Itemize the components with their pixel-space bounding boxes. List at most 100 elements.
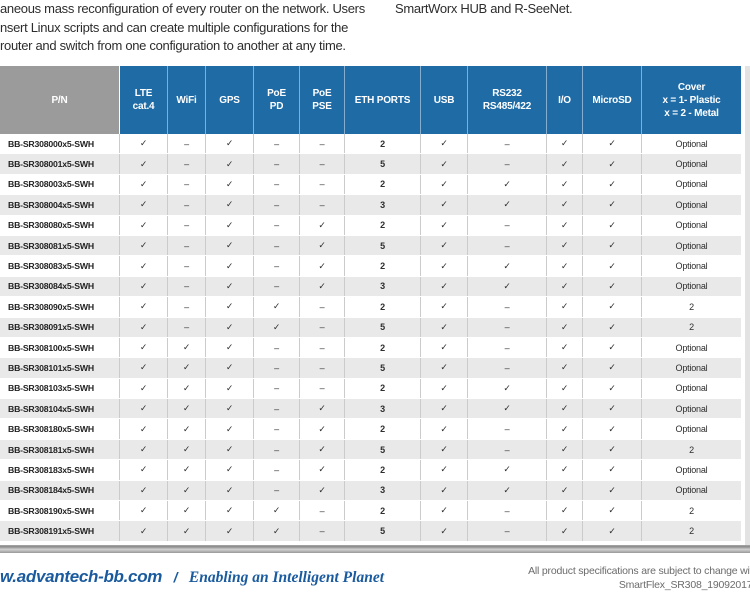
feature-cell: ✓ [421, 276, 468, 297]
feature-cell: ✓ [583, 134, 642, 154]
part-number-cell: BB-SR308080x5-SWH [0, 215, 120, 235]
feature-cell: ✓ [206, 439, 254, 460]
feature-cell: – [468, 235, 547, 256]
feature-cell: ✓ [583, 501, 642, 521]
table-row: BB-SR308100x5-SWH ✓ ✓ ✓ – –2 ✓ – ✓ ✓ Optional [0, 337, 741, 359]
feature-cell: 2 [345, 337, 421, 358]
feature-cell: Optional [675, 199, 708, 210]
feature-cell: ✓ [547, 154, 583, 174]
feature-cell: – [300, 317, 345, 337]
feature-cell: ✓ [206, 134, 254, 154]
feature-cell: ✓ [168, 419, 206, 439]
feature-cell: 2 [689, 444, 694, 455]
feature-cell: ✓ [120, 439, 168, 460]
feature-cell: 2 [345, 174, 421, 195]
feature-cell: – [468, 521, 547, 541]
feature-cell: ✓ [547, 399, 583, 419]
table-row: BB-SR308103x5-SWH ✓ ✓ ✓ – –2 ✓ ✓ ✓ ✓ Optional [0, 378, 741, 400]
feature-cell: – [254, 276, 300, 297]
feature-cell: ✓ [547, 174, 583, 195]
footer-note-line: SmartFlex_SR308_19092017d [618, 579, 750, 591]
feature-cell: ✓ [254, 521, 300, 541]
feature-cell: – [468, 419, 547, 439]
feature-cell: 5 [345, 358, 421, 378]
feature-cell: ✓ [300, 439, 345, 460]
feature-cell: Optional [675, 342, 708, 353]
feature-cell: ✓ [547, 215, 583, 235]
feature-cell: ✓ [468, 378, 547, 399]
feature-cell: – [254, 195, 300, 215]
feature-cell: ✓ [206, 235, 254, 256]
feature-cell: ✓ [254, 297, 300, 317]
feature-cell: – [300, 195, 345, 215]
feature-cell: Optional [675, 464, 708, 475]
feature-cell: ✓ [583, 276, 642, 297]
column-header-usb: USB [421, 66, 468, 134]
column-header-wifi: WiFi [168, 66, 206, 134]
feature-cell: ✓ [547, 358, 583, 378]
feature-cell: ✓ [300, 399, 345, 419]
table-row: BB-SR308091x5-SWH ✓ – ✓ ✓ –5 ✓ – ✓ ✓ 2 [0, 317, 741, 338]
feature-cell: ✓ [547, 480, 583, 501]
feature-cell: – [468, 134, 547, 154]
feature-cell: ✓ [468, 460, 547, 480]
feature-cell: ✓ [300, 215, 345, 235]
feature-cell: – [168, 317, 206, 337]
feature-cell: – [254, 480, 300, 501]
feature-cell: 2 [689, 505, 694, 516]
column-header-io: I/O [547, 66, 583, 134]
feature-cell: ✓ [583, 256, 642, 276]
feature-cell: ✓ [468, 195, 547, 215]
feature-cell: ✓ [120, 215, 168, 235]
feature-cell: ✓ [421, 337, 468, 358]
feature-cell: 2 [345, 378, 421, 399]
feature-cell: ✓ [120, 501, 168, 521]
feature-cell: ✓ [168, 521, 206, 541]
feature-cell: – [168, 215, 206, 235]
feature-cell: ✓ [547, 501, 583, 521]
feature-cell: – [254, 358, 300, 378]
footer-note-line: All product specifications are subject t… [528, 565, 750, 577]
feature-cell: 5 [345, 521, 421, 541]
intro-line: aneous mass reconfiguration of every rou… [0, 1, 365, 16]
feature-cell: ✓ [168, 460, 206, 480]
feature-cell: Optional [675, 138, 708, 149]
table-row: BB-SR308184x5-SWH ✓ ✓ ✓ – ✓ 3 ✓ ✓ ✓ ✓ Optional [0, 480, 741, 502]
table-row: BB-SR308190x5-SWH ✓ ✓ ✓ ✓ –2 ✓ – ✓ ✓ 2 [0, 501, 741, 522]
feature-cell: – [168, 297, 206, 317]
feature-cell: ✓ [168, 480, 206, 501]
feature-cell: ✓ [468, 174, 547, 195]
feature-cell: ✓ [206, 154, 254, 174]
feature-cell: ✓ [583, 317, 642, 337]
feature-cell: – [468, 297, 547, 317]
table-row: BB-SR308080x5-SWH ✓ – ✓ – ✓ 2 ✓ – ✓ ✓ Optional [0, 215, 741, 236]
feature-cell: ✓ [547, 419, 583, 439]
table-row: BB-SR308003x5-SWH ✓ – ✓ – –2 ✓ ✓ ✓ ✓ Optional [0, 174, 741, 196]
feature-cell: ✓ [254, 501, 300, 521]
table-row: BB-SR308081x5-SWH ✓ – ✓ – ✓ 5 ✓ – ✓ ✓ Optional [0, 235, 741, 257]
feature-cell: 5 [345, 235, 421, 256]
feature-cell: ✓ [120, 460, 168, 480]
feature-cell: 2 [345, 256, 421, 276]
column-header-pn: P/N [0, 66, 120, 134]
feature-cell: ✓ [206, 399, 254, 419]
feature-cell: – [300, 134, 345, 154]
intro-paragraph-right: SmartWorx HUB and R-SeeNet. [395, 0, 745, 19]
feature-cell: ✓ [421, 195, 468, 215]
feature-cell: ✓ [120, 358, 168, 378]
feature-cell: ✓ [421, 480, 468, 501]
part-number-cell: BB-SR308181x5-SWH [0, 439, 120, 460]
feature-cell: ✓ [206, 276, 254, 297]
feature-cell: ✓ [421, 215, 468, 235]
feature-cell: ✓ [300, 235, 345, 256]
feature-cell: 2 [345, 419, 421, 439]
feature-cell: ✓ [547, 256, 583, 276]
feature-cell: ✓ [421, 419, 468, 439]
feature-cell: 2 [689, 301, 694, 312]
feature-cell: Optional [675, 424, 708, 435]
intro-line: nsert Linux scripts and can create multi… [0, 19, 349, 35]
page-edge-strip [745, 66, 750, 553]
feature-cell: – [300, 154, 345, 174]
feature-cell: ✓ [168, 358, 206, 378]
website-link[interactable]: w.advantech-bb.com [0, 567, 163, 586]
